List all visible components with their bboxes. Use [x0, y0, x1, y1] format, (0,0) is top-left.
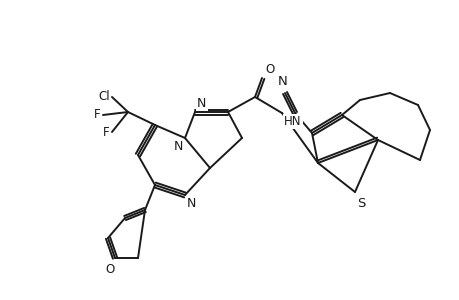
- Text: O: O: [264, 63, 274, 76]
- Text: F: F: [103, 125, 110, 139]
- Text: F: F: [94, 109, 101, 122]
- Text: O: O: [105, 263, 114, 276]
- Text: N: N: [187, 197, 196, 210]
- Text: N: N: [278, 75, 287, 88]
- Text: N: N: [196, 97, 206, 110]
- Text: N: N: [173, 140, 183, 153]
- Text: Cl: Cl: [98, 91, 110, 103]
- Text: HN: HN: [283, 115, 301, 128]
- Text: S: S: [356, 197, 364, 210]
